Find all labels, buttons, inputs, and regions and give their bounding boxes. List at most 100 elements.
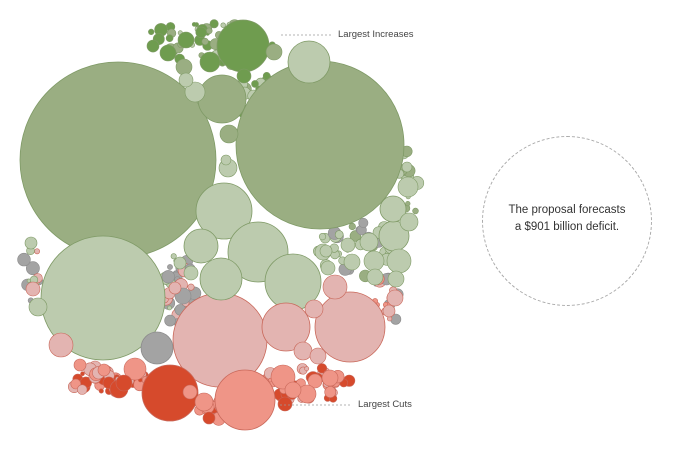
bubble xyxy=(202,411,216,425)
bubble-small xyxy=(26,278,32,283)
bubble-small xyxy=(165,34,174,43)
bubble xyxy=(159,44,177,62)
bubble xyxy=(265,43,283,61)
bubble xyxy=(199,51,221,73)
bubble xyxy=(320,260,336,276)
bubble xyxy=(235,60,405,230)
bubble xyxy=(322,274,348,300)
bubble xyxy=(183,265,199,281)
bubble-small xyxy=(220,22,226,28)
bubble xyxy=(293,341,313,361)
bubble-small xyxy=(318,233,327,241)
bubble-small xyxy=(187,283,195,291)
bubble xyxy=(287,40,331,84)
bubble xyxy=(178,72,194,88)
bubble xyxy=(97,363,111,377)
bubble-small xyxy=(205,27,213,35)
bubble xyxy=(183,228,219,264)
bubble-small xyxy=(209,19,219,29)
bubble-small xyxy=(405,201,411,207)
bubble xyxy=(219,124,239,144)
bubble xyxy=(199,257,243,301)
bubble xyxy=(314,291,386,363)
bubble xyxy=(363,250,385,272)
bubble xyxy=(40,235,166,361)
bubble xyxy=(140,331,174,365)
bubble-small xyxy=(412,207,419,215)
largest-cuts-label: Largest Cuts xyxy=(358,399,412,410)
bubble xyxy=(115,374,133,392)
deficit-circle xyxy=(482,136,652,306)
bubble-small xyxy=(348,222,356,231)
bubble xyxy=(366,268,384,286)
bubble xyxy=(397,176,419,198)
bubble xyxy=(175,58,193,76)
largest-increases-label: Largest Increases xyxy=(338,29,414,40)
bubble xyxy=(216,19,270,73)
bubble-small xyxy=(167,264,173,270)
bubble xyxy=(173,256,187,270)
bubble xyxy=(123,357,147,381)
bubble-small xyxy=(304,366,310,372)
bubble-small xyxy=(76,384,88,395)
bubble xyxy=(401,161,413,173)
deficit-line-1: The proposal forecasts xyxy=(508,204,626,216)
bubble-small xyxy=(191,22,197,27)
bubble xyxy=(321,369,339,387)
bubble xyxy=(195,182,253,240)
bubble-small xyxy=(324,386,337,398)
bubble xyxy=(168,281,182,295)
bubble xyxy=(182,384,198,400)
bubble-small xyxy=(262,72,271,80)
bubble xyxy=(277,396,293,412)
bubble xyxy=(141,364,199,422)
bubble-small xyxy=(34,248,40,255)
bubble-small xyxy=(316,363,328,374)
bubble xyxy=(146,39,160,53)
deficit-caption: The proposal forecasts a $901 billion de… xyxy=(482,202,652,236)
bubble xyxy=(177,31,195,49)
bubble xyxy=(284,381,302,399)
bubble xyxy=(307,373,323,389)
bubble xyxy=(197,74,247,124)
bubble xyxy=(194,392,214,412)
bubble xyxy=(386,248,412,274)
bubble-small xyxy=(161,270,175,284)
bubble xyxy=(220,154,232,166)
bubble xyxy=(25,281,41,297)
bubble xyxy=(28,297,48,317)
bubble-small xyxy=(195,26,207,38)
bubble xyxy=(261,302,311,352)
bubble-small xyxy=(98,388,104,394)
bubble xyxy=(73,358,87,372)
bubble xyxy=(387,270,405,288)
bubble-small xyxy=(148,28,155,36)
bubble xyxy=(304,299,324,319)
bubble xyxy=(386,289,404,307)
bubble-small xyxy=(17,252,31,267)
bubble xyxy=(214,369,276,431)
bubble xyxy=(379,195,407,223)
bubble xyxy=(309,347,327,365)
bubble xyxy=(399,212,419,232)
bubble-small xyxy=(167,305,172,311)
bubble-small xyxy=(26,261,40,276)
bubble xyxy=(382,304,396,318)
bubble xyxy=(236,68,252,84)
bubble-small xyxy=(251,80,259,88)
bubble-small xyxy=(80,371,85,377)
bubble-small xyxy=(164,314,176,327)
bubble xyxy=(319,244,333,258)
bubble-small xyxy=(170,253,177,260)
bubble-small xyxy=(358,217,369,228)
bubble xyxy=(359,232,379,252)
bubble xyxy=(48,332,74,358)
bubble xyxy=(343,253,361,271)
bubble xyxy=(184,81,206,103)
bubble-small xyxy=(334,230,344,239)
bubble xyxy=(340,237,356,253)
bubble xyxy=(24,236,38,250)
bubble-small xyxy=(201,37,209,46)
